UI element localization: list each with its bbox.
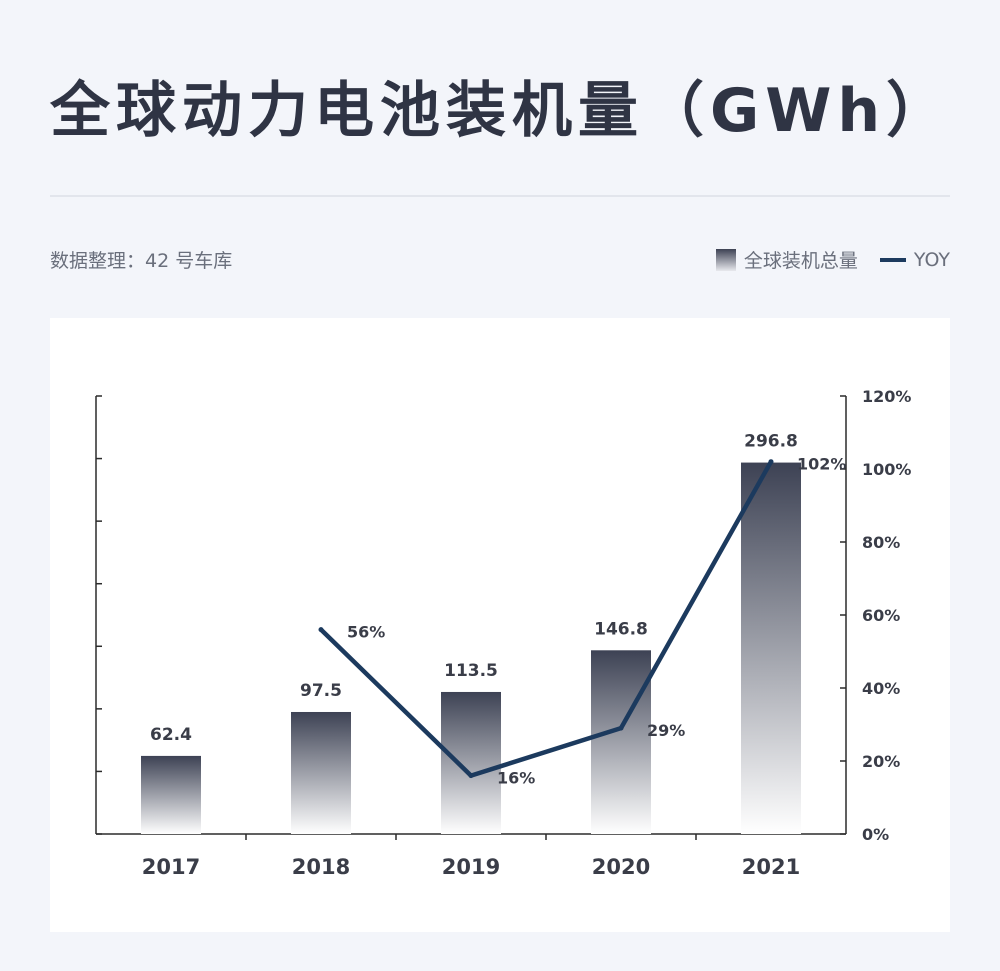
y-right-tick-label: 100%: [862, 460, 911, 479]
yoy-value-label: 56%: [347, 623, 385, 642]
x-tick-label: 2019: [442, 855, 500, 879]
bar-value-label: 97.5: [300, 681, 342, 701]
source-note: 数据整理：42 号车库: [50, 250, 233, 272]
legend-bar-swatch: [715, 248, 736, 271]
chart-card: 0% 20% 40% 60% 80% 100% 120% 62.4 2017 97.5 2018 1…: [50, 318, 950, 932]
yoy-point: [768, 459, 774, 465]
y-right-tick-label: 60%: [862, 606, 900, 625]
y-right-tick-label: 0%: [862, 825, 889, 844]
bar-2017: [141, 755, 201, 834]
x-tick-label: 2017: [142, 855, 200, 879]
yoy-value-label: 102%: [797, 455, 846, 474]
chart-svg: 0% 20% 40% 60% 80% 100% 120% 62.4 2017 97.5 2018 1…: [95, 387, 911, 879]
legend-line-swatch: [879, 257, 906, 262]
bar-2020: [591, 650, 651, 834]
yoy-point: [318, 627, 324, 633]
bar-2019: [441, 691, 501, 834]
page-title: 全球动力电池装机量（GWh）: [50, 76, 953, 146]
legend-item-bar: 全球装机总量: [715, 246, 858, 273]
yoy-value-label: 29%: [647, 721, 685, 740]
legend-item-line: YOY: [868, 249, 950, 271]
x-tick-label: 2018: [292, 855, 350, 879]
bar-value-label: 62.4: [150, 725, 192, 745]
y-right-tick-label: 40%: [862, 679, 900, 698]
y-right-tick-label: 80%: [862, 533, 900, 552]
x-tick-label: 2021: [742, 855, 800, 879]
yoy-line: [318, 459, 774, 778]
bar-value-label: 113.5: [444, 661, 498, 681]
divider: [50, 195, 950, 197]
y-right-tick-label: 20%: [862, 752, 900, 771]
yoy-point: [468, 773, 474, 779]
legend-bar-label: 全球装机总量: [743, 250, 858, 272]
bar-value-label: 146.8: [594, 619, 648, 639]
y-right-tick-label: 120%: [862, 387, 911, 406]
x-tick-label: 2020: [592, 855, 650, 879]
bar-2021: [741, 462, 801, 834]
bar-value-label: 296.8: [744, 432, 798, 452]
chart-legend: 全球装机总量 YOY: [715, 246, 950, 273]
bar-2018: [291, 711, 351, 834]
yoy-point: [618, 725, 624, 731]
legend-line-label: YOY: [913, 248, 950, 271]
yoy-value-label: 16%: [497, 769, 535, 788]
